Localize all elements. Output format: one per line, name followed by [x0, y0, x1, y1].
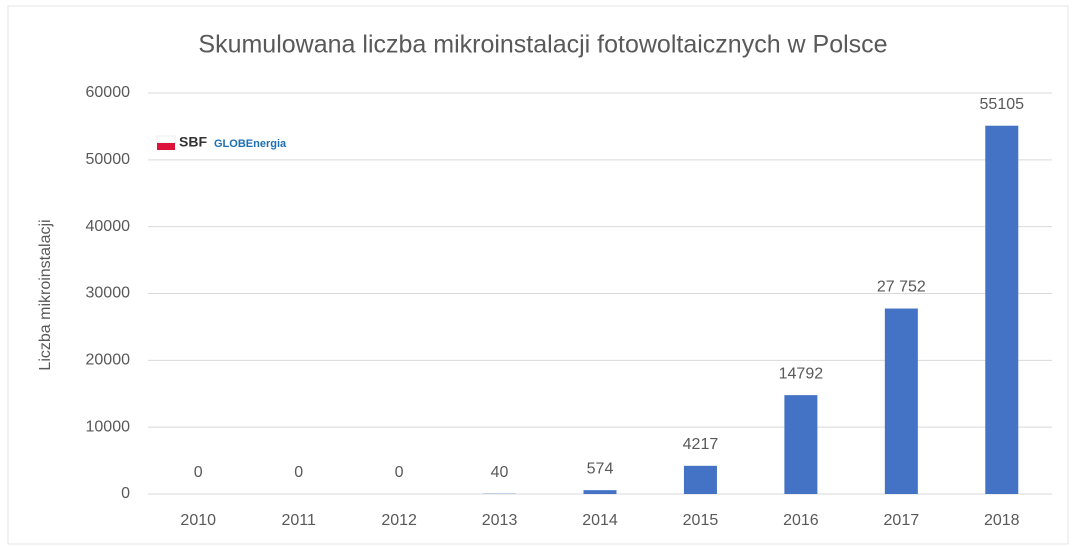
data-label: 0: [294, 464, 303, 481]
data-label: 40: [491, 464, 509, 481]
logo-brand: SBF: [179, 134, 207, 150]
logo-flag-red: [157, 143, 175, 150]
data-label: 574: [587, 460, 614, 477]
bar: [583, 490, 617, 494]
x-tick-label: 2012: [381, 512, 417, 529]
y-tick-label: 60000: [86, 84, 131, 101]
data-label: 27 752: [877, 279, 926, 296]
data-label: 14792: [779, 365, 824, 382]
y-tick-label: 20000: [86, 352, 131, 369]
data-label: 4217: [683, 436, 719, 453]
y-tick-label: 0: [121, 485, 130, 502]
logo: SBF GLOBEnergia: [156, 134, 287, 150]
y-tick-label: 50000: [86, 151, 131, 168]
bar: [784, 395, 818, 494]
x-tick-label: 2013: [482, 512, 518, 529]
logo-partner: GLOBEnergia: [214, 138, 287, 150]
chart-title: Skumulowana liczba mikroinstalacji fotow…: [198, 31, 887, 59]
bar: [683, 465, 717, 494]
x-tick-label: 2015: [683, 512, 719, 529]
y-axis-label: Liczba mikroinstalacji: [37, 219, 54, 370]
data-label: 55105: [980, 96, 1025, 113]
x-tick-label: 2011: [281, 512, 316, 529]
x-tick-label: 2016: [783, 512, 819, 529]
data-label: 0: [395, 464, 404, 481]
x-tick-label: 2017: [884, 512, 920, 529]
y-tick-label: 30000: [86, 285, 131, 302]
x-tick-label: 2014: [582, 512, 618, 529]
x-tick-label: 2010: [180, 512, 216, 529]
x-tick-label: 2018: [984, 512, 1020, 529]
data-label: 0: [194, 464, 203, 481]
y-tick-label: 10000: [86, 418, 131, 435]
logo-flag-white: [156, 135, 176, 144]
bar: [884, 308, 918, 494]
y-tick-label: 40000: [86, 218, 131, 235]
bar: [985, 125, 1019, 495]
